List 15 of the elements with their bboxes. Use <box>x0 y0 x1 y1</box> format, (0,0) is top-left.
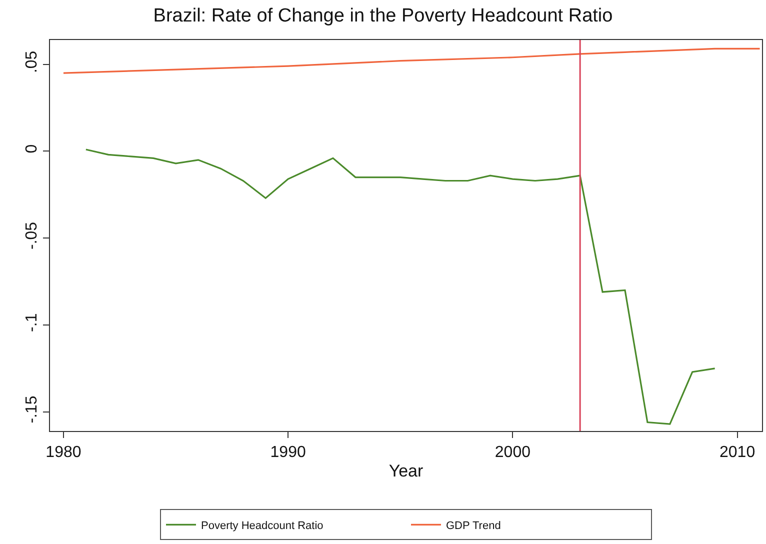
x-tick-label: 2010 <box>719 444 756 462</box>
x-axis-title: Year <box>388 462 424 481</box>
legend-label: GDP Trend <box>446 520 501 532</box>
line-series <box>85 148 716 425</box>
y-tick-label: -.1 <box>24 313 41 332</box>
y-tick-label: 0 <box>24 144 41 154</box>
x-tick-label: 1990 <box>270 444 306 462</box>
x-tick-label: 1980 <box>46 444 82 462</box>
y-tick-label: -.15 <box>24 396 41 424</box>
x-tick-label: 2000 <box>494 444 531 462</box>
chart-title: Brazil: Rate of Change in the Poverty Headcount Ratio <box>153 5 613 26</box>
legend-label: Poverty Headcount Ratio <box>201 520 324 532</box>
y-tick-label: -.05 <box>24 222 41 250</box>
line-series <box>62 48 761 74</box>
y-tick-label: .05 <box>24 50 41 74</box>
